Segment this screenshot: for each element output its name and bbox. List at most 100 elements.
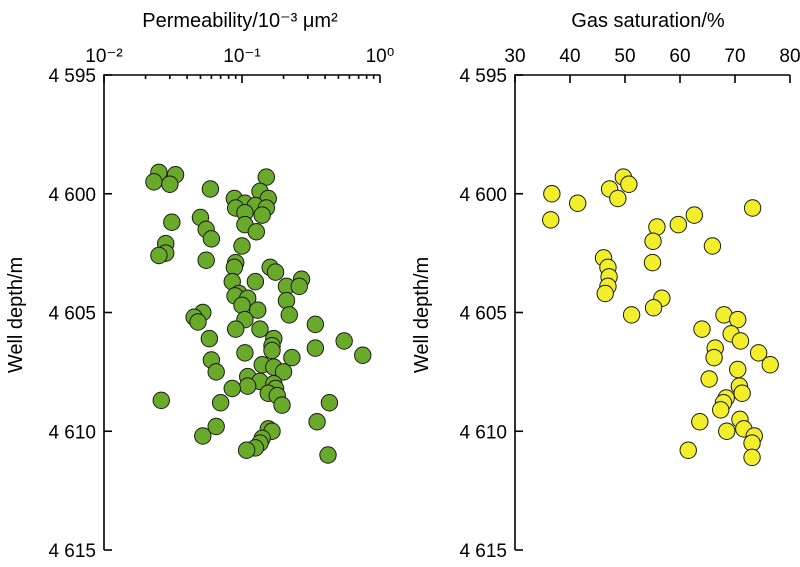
data-point — [622, 306, 641, 324]
data-point — [306, 315, 325, 334]
y-tick-label: 4 605 — [459, 304, 507, 325]
data-point — [249, 301, 267, 319]
data-point — [202, 230, 221, 248]
data-point — [644, 232, 662, 250]
x-tick-label: 10⁻² — [85, 46, 123, 67]
data-point — [150, 246, 168, 265]
x-axis-title-right: Gas saturation/% — [571, 10, 725, 32]
y-tick-label: 4 605 — [48, 304, 96, 325]
data-point — [308, 413, 326, 431]
y-tick-label: 4 600 — [459, 185, 507, 206]
data-point — [277, 291, 296, 310]
data-point — [542, 211, 560, 229]
data-point — [290, 277, 308, 296]
data-point — [620, 175, 638, 193]
data-point — [761, 356, 779, 374]
points-group-right — [542, 168, 779, 467]
chart-right-panel: Gas saturation/% Well depth/m 4 595 4 600… — [411, 10, 800, 562]
data-point — [226, 320, 245, 338]
data-point — [718, 422, 736, 440]
y-tick-label: 4 610 — [459, 422, 507, 443]
y-tick-label: 4 615 — [48, 541, 96, 562]
data-point — [273, 396, 291, 414]
y-tick-label: 4 595 — [48, 66, 96, 87]
data-point — [306, 339, 325, 357]
data-point — [266, 263, 285, 281]
data-point — [700, 370, 718, 388]
data-point — [731, 332, 750, 350]
data-point — [223, 379, 241, 398]
data-point — [729, 360, 747, 379]
data-point — [543, 185, 561, 203]
data-point — [733, 384, 751, 402]
chart-left-panel: Permeability/10⁻³ μm² Well depth/m 4 595… — [5, 10, 394, 562]
data-point — [207, 363, 225, 381]
data-point — [691, 413, 709, 431]
data-point — [161, 175, 179, 193]
data-point — [743, 199, 762, 217]
data-point — [253, 206, 271, 224]
data-point — [236, 344, 254, 362]
data-point — [246, 272, 265, 291]
x-axis-title-left: Permeability/10⁻³ μm² — [142, 10, 338, 32]
data-point — [679, 441, 697, 459]
data-point — [163, 213, 181, 231]
data-point — [729, 310, 747, 329]
data-point — [354, 346, 372, 364]
x-tick-label: 10⁰ — [366, 46, 395, 67]
tick-group-left: 4 595 4 600 4 605 4 610 4 615 10⁻² 10⁻¹ 10⁰ — [48, 46, 394, 562]
y-axis-title-left: Well depth/m — [5, 257, 27, 373]
data-point — [207, 417, 225, 436]
data-point — [201, 180, 220, 198]
x-tick-label: 70 — [724, 46, 745, 67]
data-point — [320, 394, 339, 412]
data-point — [703, 237, 722, 255]
data-point — [257, 168, 276, 186]
data-point — [644, 299, 663, 317]
data-point — [669, 215, 688, 234]
x-tick-label: 60 — [669, 46, 690, 67]
data-point — [705, 348, 723, 367]
data-point — [152, 391, 170, 410]
data-point — [189, 313, 207, 331]
y-tick-label: 4 610 — [48, 422, 96, 443]
data-point — [609, 189, 627, 208]
data-point — [712, 401, 730, 419]
data-point — [145, 173, 163, 191]
data-point — [263, 341, 281, 360]
data-point — [643, 253, 662, 272]
data-point — [274, 363, 293, 381]
data-point — [749, 344, 768, 362]
data-point — [335, 332, 353, 350]
data-point — [596, 284, 614, 303]
data-point — [233, 296, 251, 315]
y-tick-label: 4 595 — [459, 66, 507, 87]
x-tick-label: 80 — [779, 46, 800, 67]
data-point — [194, 427, 212, 445]
data-point — [211, 394, 230, 412]
x-tick-label: 10⁻¹ — [223, 46, 261, 67]
data-point — [247, 223, 266, 241]
data-point — [225, 258, 244, 277]
data-point — [648, 218, 666, 236]
data-point — [233, 237, 251, 255]
data-point — [743, 448, 761, 467]
points-group-left — [145, 163, 372, 464]
data-point — [200, 329, 219, 348]
data-point — [283, 348, 301, 367]
data-point — [237, 441, 256, 459]
data-point — [569, 194, 587, 212]
x-tick-label: 30 — [504, 46, 525, 67]
data-point — [280, 306, 298, 324]
y-axis-title-right: Well depth/m — [411, 257, 433, 373]
x-tick-label: 40 — [559, 46, 580, 67]
data-point — [251, 320, 269, 338]
y-tick-label: 4 615 — [459, 541, 507, 562]
x-tick-label: 50 — [614, 46, 635, 67]
y-tick-label: 4 600 — [48, 185, 96, 206]
data-point — [197, 251, 215, 269]
tick-group-right: 4 595 4 600 4 605 4 610 4 615 30 40 50 60 70 80 — [459, 46, 800, 562]
data-point — [693, 320, 711, 338]
data-point — [319, 446, 337, 464]
